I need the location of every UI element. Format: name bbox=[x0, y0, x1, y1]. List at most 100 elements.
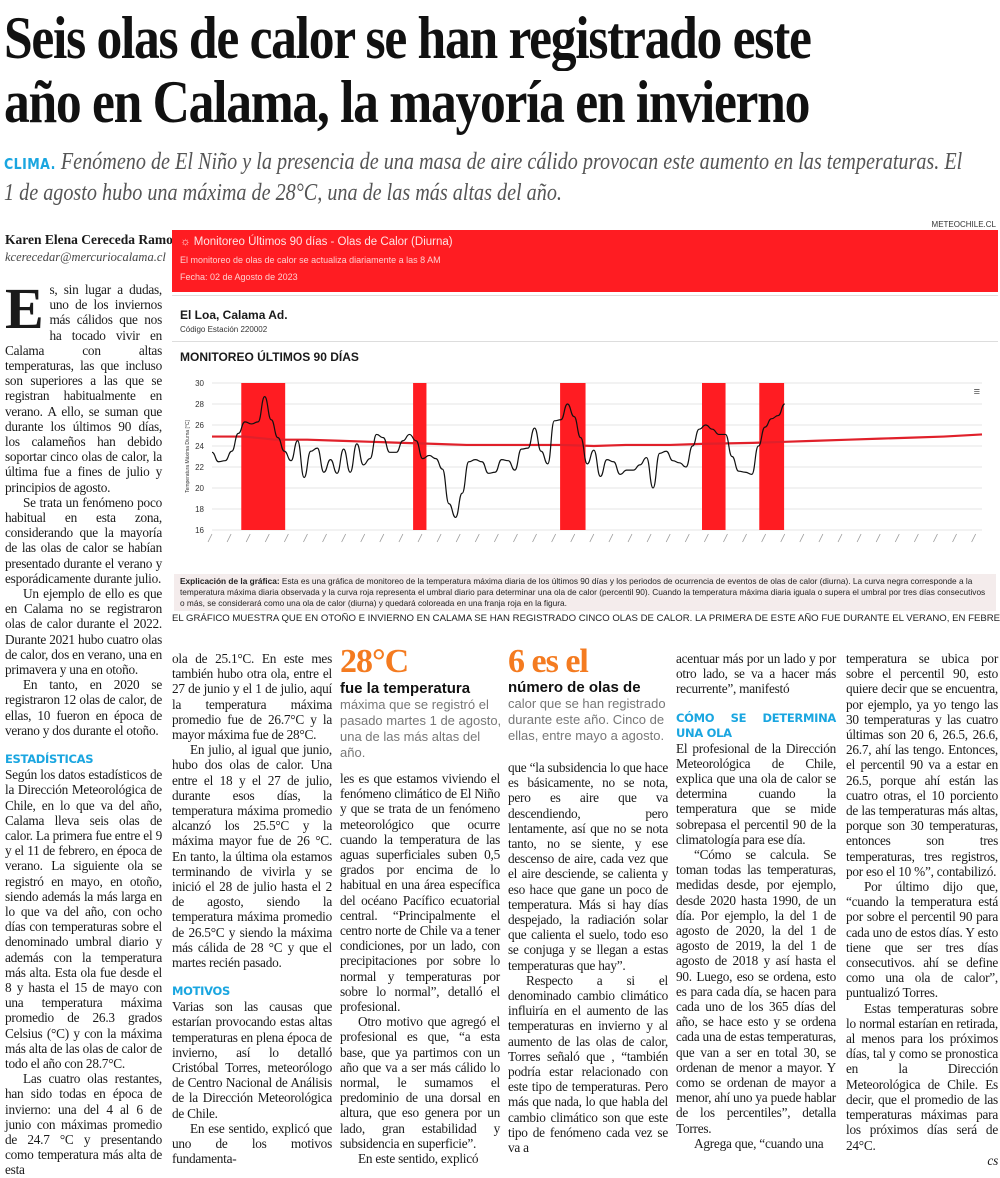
paragraph: acentuar más por un lado y por otro lado… bbox=[676, 651, 836, 697]
drop-cap: E bbox=[5, 276, 44, 341]
x-tick-mark bbox=[665, 533, 671, 543]
y-tick-label: 24 bbox=[195, 442, 204, 451]
y-tick-label: 26 bbox=[195, 421, 204, 430]
x-tick-mark bbox=[742, 533, 747, 543]
subhead-motivos: MOTIVOS bbox=[172, 984, 230, 999]
x-tick-mark bbox=[322, 533, 327, 543]
x-tick-mark bbox=[933, 533, 938, 543]
banner-date: Fecha: 02 de Agosto de 2023 bbox=[180, 272, 298, 282]
article-column-6: temperatura se ubica por sobre el percen… bbox=[846, 651, 998, 1168]
headline-line-1: Seis olas de calor se han registrado est… bbox=[4, 5, 812, 71]
paragraph: “Cómo se calcula. Se toman todas las tem… bbox=[676, 847, 836, 1136]
paragraph: Respecto a si el denominado cambio climá… bbox=[508, 972, 668, 1156]
highlight-6-olas: 6 es el número de olas de calor que se h… bbox=[508, 644, 670, 744]
x-tick-mark bbox=[589, 533, 595, 543]
explanation-label: Explicación de la gráfica: bbox=[180, 576, 280, 586]
x-tick-mark bbox=[360, 533, 366, 543]
temperature-chart: 16 18 20 22 24 26 28 30 Temperatura Máxima Diurn… bbox=[185, 379, 983, 543]
paragraph: Estas temperaturas sobre lo normal estar… bbox=[846, 1000, 998, 1153]
subhead-estadisticas: ESTADÍSTICAS bbox=[5, 752, 94, 767]
article-column-3: les es que estamos viviendo el fenómeno … bbox=[340, 771, 500, 1166]
x-tick-mark bbox=[837, 533, 843, 543]
paragraph: En ese sentido, explicó que uno de los m… bbox=[172, 1120, 332, 1167]
x-tick-mark bbox=[818, 533, 824, 543]
hamburger-menu-icon[interactable]: ≡ bbox=[974, 386, 980, 398]
paragraph: Se trata un fenómeno poco habitual en es… bbox=[5, 494, 162, 586]
y-tick-label: 30 bbox=[195, 379, 204, 388]
x-tick-mark bbox=[799, 533, 805, 543]
article-column-2: ola de 25.1°C. En este mes también hubo … bbox=[172, 651, 332, 1167]
paragraph: Por último dijo que, “cuando la temperat… bbox=[846, 879, 998, 1001]
byline-email[interactable]: kcerecedar@mercuriocalama.cl bbox=[5, 250, 166, 264]
paragraph: Las cuatro olas restantes, han sido toda… bbox=[5, 1071, 162, 1178]
headline-line-2: año en Calama, la mayoría en invierno bbox=[4, 69, 810, 135]
x-tick-mark bbox=[780, 533, 786, 543]
paragraph: les es que estamos viviendo el fenómeno … bbox=[340, 771, 500, 1015]
x-tick-mark bbox=[570, 533, 576, 543]
deck: CLIMA. Fenómeno de El Niño y la presenci… bbox=[4, 148, 970, 208]
paragraph: En julio, al igual que junio, hubo dos o… bbox=[172, 742, 332, 971]
x-tick-mark bbox=[952, 533, 957, 543]
graphic-banner: ☼ Monitoreo Últimos 90 días - Olas de Ca… bbox=[172, 230, 998, 292]
x-tick-mark bbox=[704, 533, 709, 543]
x-tick-mark bbox=[856, 533, 862, 543]
end-mark-icon: cs bbox=[987, 1152, 998, 1168]
heat-wave-band bbox=[702, 383, 726, 530]
paragraph: temperatura se ubica por sobre el percen… bbox=[846, 651, 998, 879]
graphic-source: METEOCHILE.CL bbox=[931, 220, 996, 229]
x-tick-mark bbox=[455, 533, 461, 543]
x-tick-mark bbox=[226, 533, 232, 543]
paragraph: En este sentido, explicó bbox=[358, 1151, 479, 1167]
x-tick-mark bbox=[875, 533, 881, 543]
heat-wave-band bbox=[560, 383, 586, 530]
x-tick-mark bbox=[513, 533, 518, 543]
x-tick-mark bbox=[608, 533, 614, 543]
x-tick-mark bbox=[303, 533, 308, 543]
subhead-como-se-determina: CÓMO SE DETERMINA UNA OLA bbox=[676, 710, 836, 740]
highlight-text: máxima que se registró el pasado martes … bbox=[340, 697, 502, 760]
x-tick-mark bbox=[494, 533, 499, 543]
x-tick-mark bbox=[914, 533, 919, 543]
paragraph: Varias son las causas que estarían provo… bbox=[172, 999, 332, 1121]
chart-explanation: Explicación de la gráfica: Esta es una g… bbox=[174, 574, 996, 611]
heat-wave-band bbox=[413, 383, 427, 530]
graphic-footer: Explicación de la gráfica: Esta es una g… bbox=[172, 574, 1000, 624]
article-column-5: acentuar más por un lado y por otro lado… bbox=[676, 651, 836, 1151]
highlight-number: 6 es el bbox=[508, 643, 589, 680]
x-tick-mark bbox=[264, 533, 270, 543]
paragraph: Según los datos estadísticos de la Direc… bbox=[5, 767, 162, 1071]
banner-title: Monitoreo Últimos 90 días - Olas de Calo… bbox=[193, 236, 453, 248]
paragraph: Agrega que, “cuando una bbox=[694, 1135, 824, 1151]
y-tick-label: 22 bbox=[195, 463, 204, 472]
x-tick-mark bbox=[646, 533, 652, 543]
x-tick-mark bbox=[551, 533, 556, 543]
banner-subtitle: El monitoreo de olas de calor se actuali… bbox=[180, 255, 441, 265]
x-tick-mark bbox=[761, 533, 766, 543]
x-tick-mark bbox=[474, 533, 480, 543]
x-tick-mark bbox=[894, 533, 900, 543]
highlight-28c: 28°C fue la temperatura máxima que se re… bbox=[340, 644, 502, 761]
x-tick-mark bbox=[627, 533, 633, 543]
byline-name: Karen Elena Cereceda Ramos bbox=[5, 232, 179, 247]
graphic-caption: EL GRÁFICO MUESTRA QUE EN OTOÑO E INVIER… bbox=[172, 613, 1000, 624]
highlight-text: calor que se han registrado durante este… bbox=[508, 696, 666, 743]
x-tick-mark bbox=[379, 533, 385, 543]
x-tick-mark bbox=[436, 533, 442, 543]
paragraph: El profesional de la Dirección Meteoroló… bbox=[676, 740, 836, 847]
station-name: El Loa, Calama Ad. bbox=[180, 308, 288, 322]
x-tick-mark bbox=[398, 533, 404, 543]
y-tick-label: 18 bbox=[195, 505, 204, 514]
article-column-4: que “la subsidencia lo que hace es básic… bbox=[508, 760, 668, 1155]
paragraph: s, sin lugar a dudas, uno de los inviern… bbox=[5, 282, 162, 495]
x-tick-mark bbox=[284, 533, 289, 543]
paragraph: Un ejemplo de ello es que en Calama no s… bbox=[5, 586, 162, 678]
divider bbox=[172, 295, 998, 296]
x-tick-mark bbox=[417, 533, 423, 543]
x-tick-mark bbox=[245, 533, 251, 543]
y-tick-label: 16 bbox=[195, 526, 204, 535]
y-axis-label: Temperatura Máxima Diurna [°C] bbox=[185, 419, 191, 492]
x-tick-mark bbox=[341, 533, 346, 543]
x-tick-mark bbox=[684, 533, 690, 543]
explanation-text: Esta es una gráfica de monitoreo de la t… bbox=[180, 576, 986, 608]
